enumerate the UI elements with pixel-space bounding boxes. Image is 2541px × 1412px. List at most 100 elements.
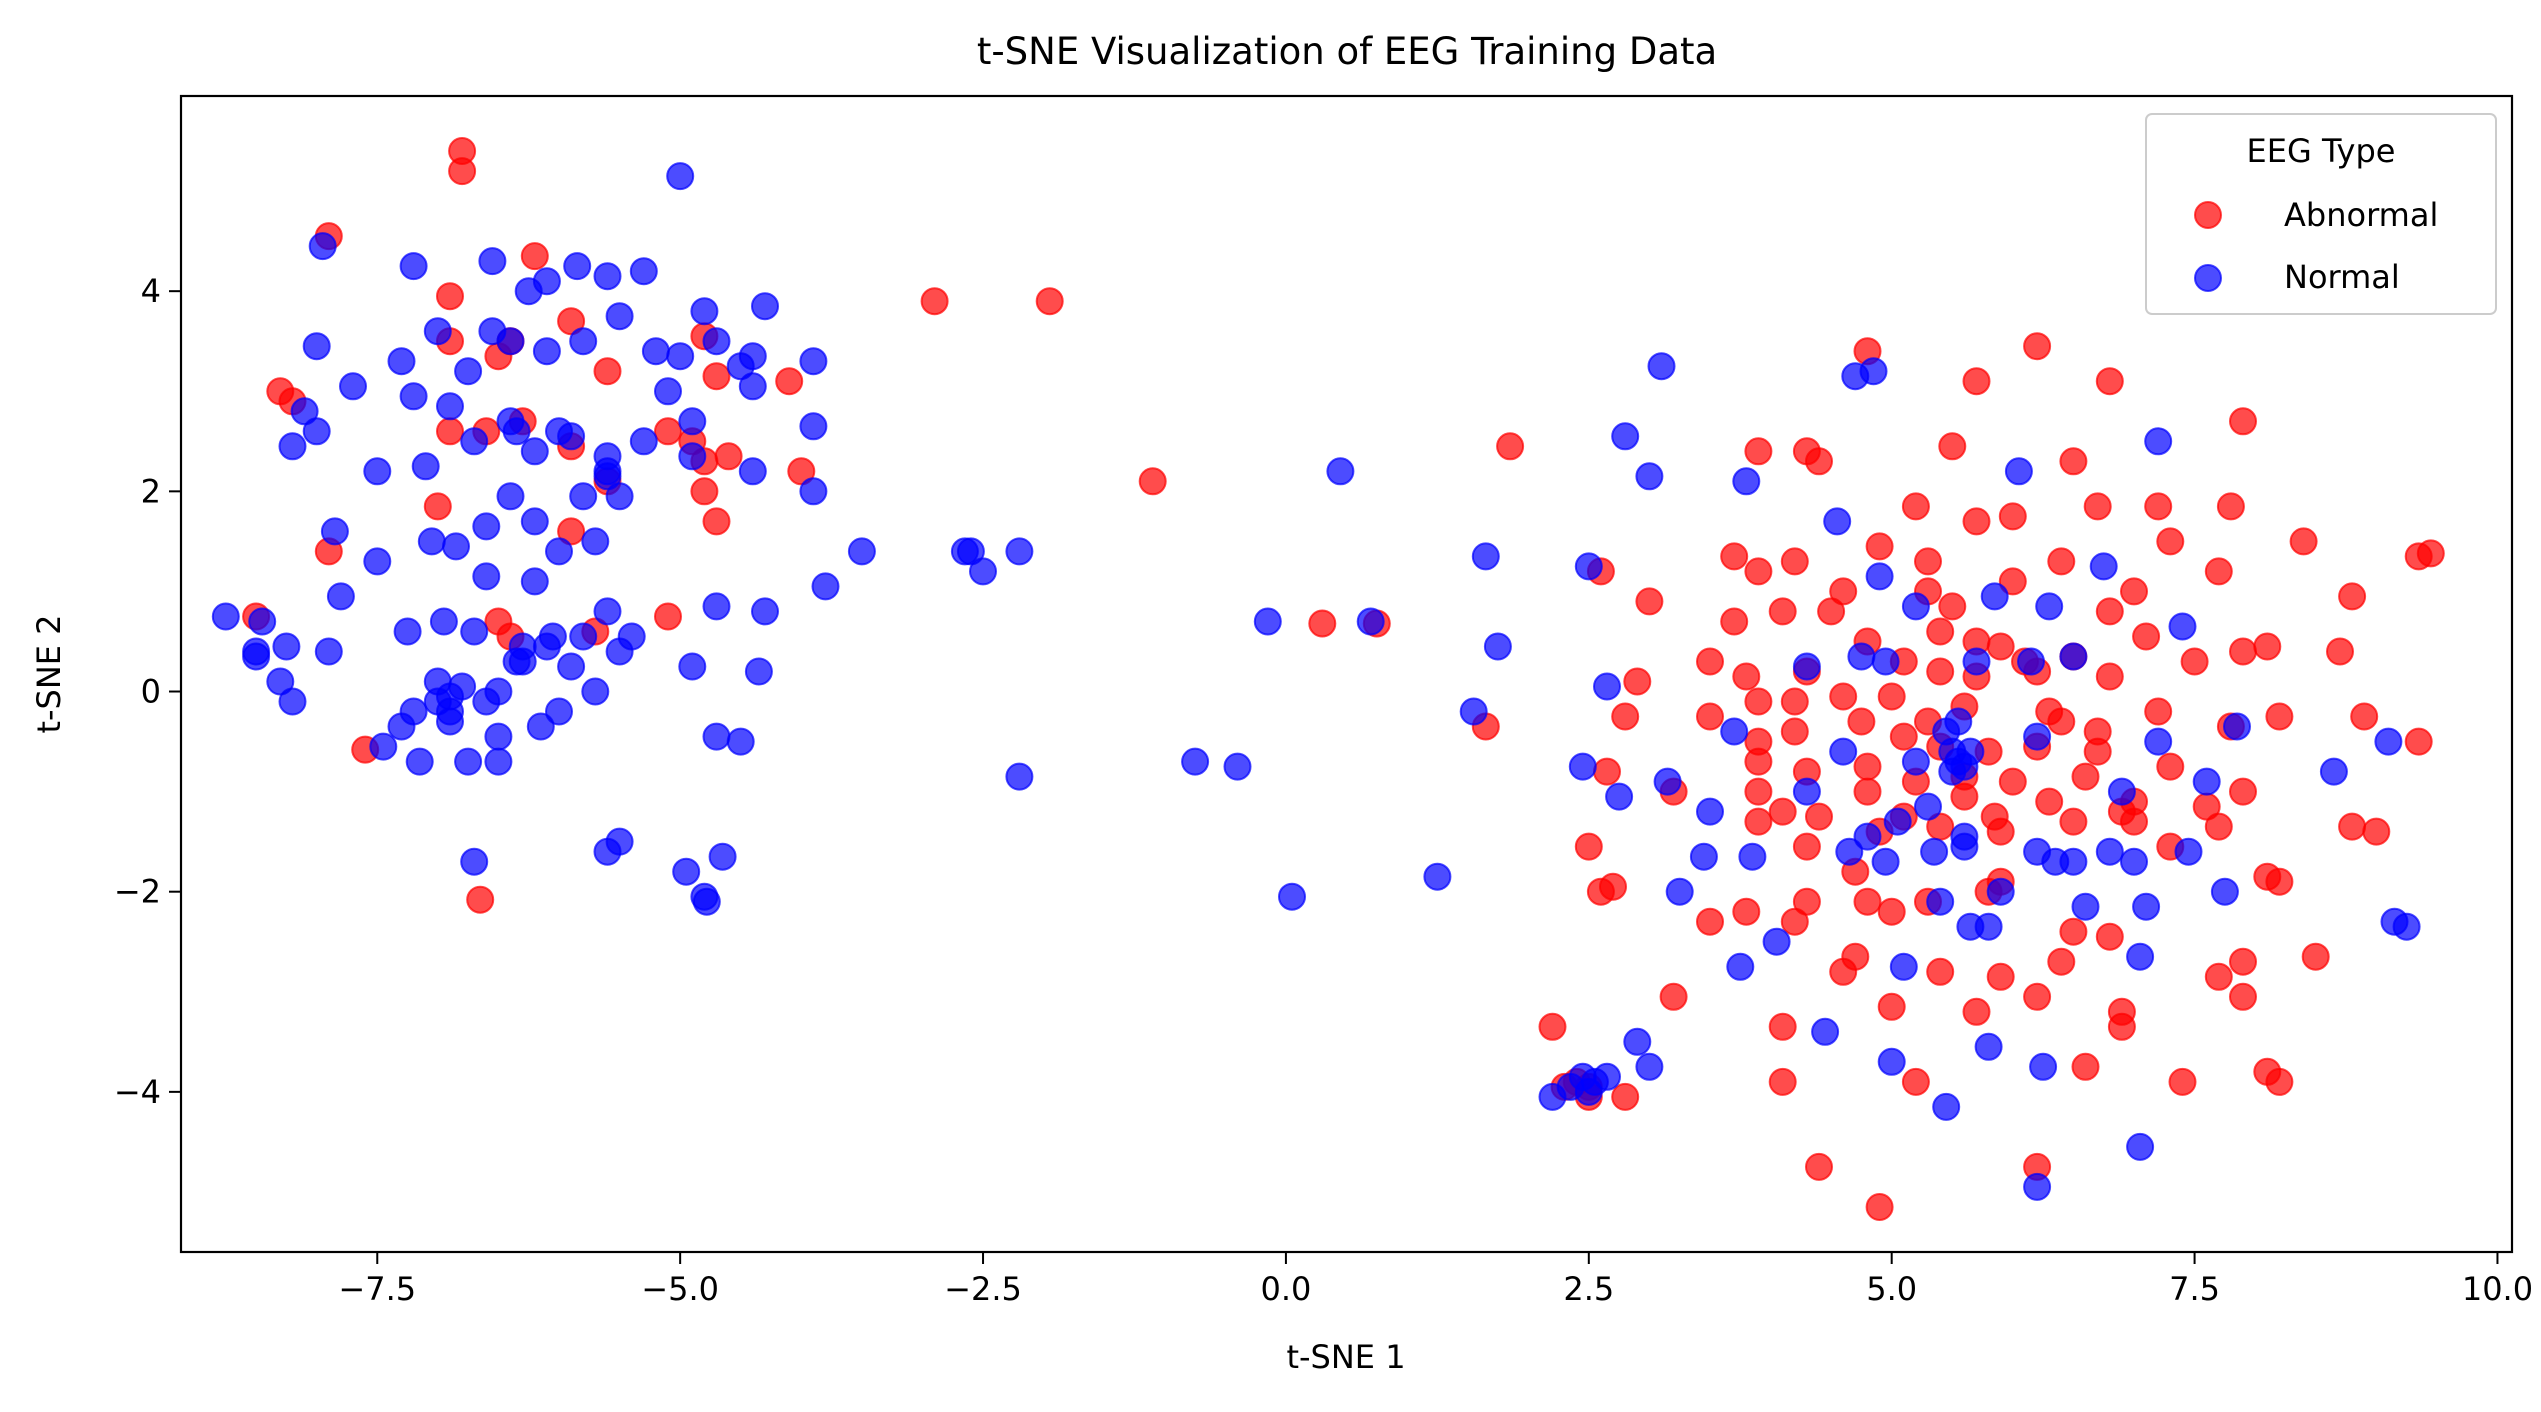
y-tick-label: 4 — [141, 272, 161, 310]
point-normal — [2023, 1172, 2052, 1201]
point-abnormal — [1744, 437, 1773, 466]
point-normal — [1823, 507, 1852, 536]
x-axis-label: t-SNE 1 — [1286, 1338, 1405, 1376]
point-abnormal — [2229, 777, 2257, 806]
point-normal — [393, 617, 422, 646]
point-normal — [2192, 767, 2221, 796]
point-normal — [2107, 777, 2136, 806]
point-abnormal — [2071, 1052, 2100, 1081]
point-abnormal — [2180, 647, 2209, 676]
point-abnormal — [2229, 407, 2257, 436]
point-normal — [799, 477, 828, 506]
point-abnormal — [1817, 597, 1846, 626]
point-abnormal — [2095, 597, 2124, 626]
point-abnormal — [1853, 887, 1882, 916]
point-abnormal — [2216, 492, 2245, 521]
point-normal — [1665, 877, 1694, 906]
point-abnormal — [2265, 867, 2294, 896]
point-normal — [472, 512, 501, 541]
point-normal — [278, 687, 307, 716]
point-abnormal — [1962, 507, 1991, 536]
point-abnormal — [2059, 807, 2088, 836]
point-abnormal — [1611, 702, 1640, 731]
point-normal — [1647, 352, 1676, 381]
legend-marker-normal — [2194, 264, 2222, 292]
point-abnormal — [2095, 922, 2124, 951]
point-normal — [2029, 1052, 2058, 1081]
point-normal — [1974, 1032, 2003, 1061]
point-normal — [738, 457, 767, 486]
point-normal — [248, 607, 277, 636]
point-normal — [363, 547, 392, 576]
point-abnormal — [1877, 897, 1906, 926]
point-abnormal — [1780, 717, 1809, 746]
point-abnormal — [1732, 662, 1761, 691]
point-abnormal — [1780, 687, 1809, 716]
y-tick-label: −4 — [114, 1073, 161, 1111]
point-abnormal — [1926, 617, 1955, 646]
point-abnormal — [2071, 762, 2100, 791]
point-abnormal — [1847, 707, 1876, 736]
point-normal — [692, 887, 721, 916]
point-normal — [514, 277, 543, 306]
point-normal — [593, 457, 622, 486]
point-normal — [654, 377, 682, 406]
legend-title: EEG Type — [2247, 132, 2396, 170]
legend-marker-abnormal — [2194, 201, 2222, 229]
point-abnormal — [1962, 367, 1991, 396]
point-normal — [387, 712, 416, 741]
point-normal — [454, 357, 483, 386]
point-normal — [1605, 782, 1634, 811]
point-normal — [472, 562, 501, 591]
point-abnormal — [1623, 667, 1652, 696]
point-normal — [1762, 927, 1791, 956]
point-normal — [2023, 722, 2052, 751]
point-abnormal — [1768, 597, 1797, 626]
point-abnormal — [1586, 877, 1615, 906]
point-normal — [2174, 837, 2203, 866]
point-normal — [2120, 847, 2148, 876]
point-normal — [751, 292, 779, 321]
point-normal — [417, 527, 446, 556]
point-abnormal — [1696, 702, 1724, 731]
point-normal — [672, 857, 701, 886]
point-normal — [1792, 777, 1821, 806]
point-normal — [2126, 942, 2155, 971]
point-normal — [411, 452, 440, 481]
point-normal — [369, 732, 398, 761]
point-abnormal — [1865, 532, 1894, 561]
point-normal — [1944, 707, 1973, 736]
point-abnormal — [2095, 367, 2124, 396]
point-normal — [629, 427, 658, 456]
point-normal — [563, 252, 592, 281]
point-normal — [460, 427, 489, 456]
point-abnormal — [775, 367, 804, 396]
point-normal — [1950, 832, 1979, 861]
point-abnormal — [1593, 757, 1621, 786]
point-abnormal — [436, 417, 464, 446]
point-abnormal — [2338, 582, 2367, 611]
point-abnormal — [1780, 907, 1809, 936]
point-normal — [1483, 632, 1512, 661]
legend: EEG Type Abnormal Normal — [2145, 113, 2497, 315]
point-normal — [1738, 842, 1767, 871]
point-abnormal — [1805, 447, 1833, 476]
data-points — [211, 137, 2445, 1221]
x-tick-label: −7.5 — [338, 1270, 416, 1308]
point-abnormal — [2301, 942, 2330, 971]
x-tick-label: 2.5 — [1563, 1270, 1614, 1308]
point-abnormal — [436, 282, 464, 311]
point-normal — [1005, 762, 1034, 791]
point-normal — [950, 537, 979, 566]
point-normal — [1883, 807, 1912, 836]
point-normal — [593, 597, 622, 626]
point-abnormal — [2204, 812, 2233, 841]
point-abnormal — [1986, 632, 2015, 661]
point-normal — [520, 507, 549, 536]
point-normal — [1253, 607, 1282, 636]
point-normal — [629, 257, 658, 286]
point-abnormal — [2083, 737, 2112, 766]
point-normal — [1889, 952, 1918, 981]
point-abnormal — [2047, 707, 2076, 736]
